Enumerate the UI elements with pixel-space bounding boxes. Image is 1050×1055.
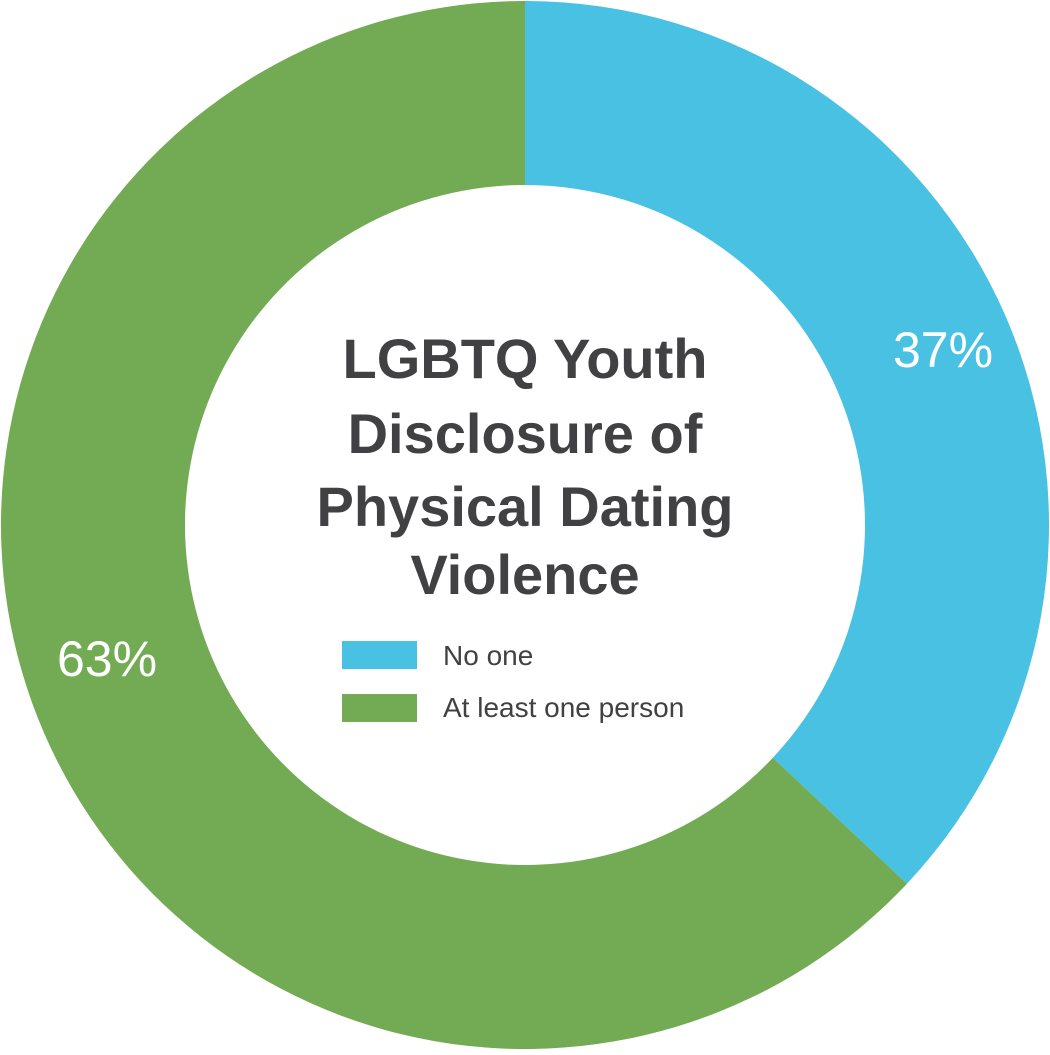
chart-title-line-4: Violence [410,543,639,606]
value-label-no-one: 37% [893,322,993,378]
legend: No one At least one person [342,640,684,723]
chart-title-line-2: Disclosure of [348,402,703,465]
legend-swatch-at-least-one-person [342,694,417,722]
legend-swatch-no-one [342,641,417,669]
legend-label-no-one: No one [443,640,533,671]
legend-label-at-least-one-person: At least one person [443,692,684,723]
value-label-at-least-one-person: 63% [57,631,157,687]
slice-at-least-one-person [0,1,907,1049]
chart-title-line-3: Physical Dating [316,475,733,538]
chart-title: LGBTQ Youth Disclosure of Physical Datin… [316,327,733,606]
slice-labels-group: 37% 63% [57,322,993,687]
slice-no-one [525,1,1049,884]
chart-title-line-1: LGBTQ Youth [343,327,708,390]
